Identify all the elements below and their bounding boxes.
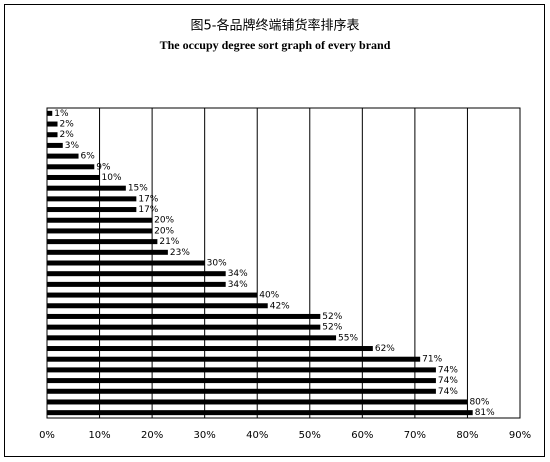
bar — [47, 313, 321, 319]
bar — [47, 271, 226, 277]
value-label: 74% — [438, 365, 458, 375]
value-label: 30% — [207, 259, 227, 269]
bar — [47, 207, 137, 213]
bar — [47, 196, 137, 202]
bar — [47, 132, 58, 138]
value-label: 2% — [60, 130, 75, 140]
value-label: 15% — [128, 184, 148, 194]
x-tick-label: 0% — [39, 430, 55, 441]
bar — [47, 153, 79, 159]
bar — [47, 164, 95, 170]
bar — [47, 378, 436, 384]
value-label: 23% — [170, 248, 190, 258]
value-label: 20% — [154, 216, 174, 226]
bar — [47, 281, 226, 287]
x-tick-label: 20% — [141, 430, 163, 441]
value-label: 21% — [159, 237, 179, 247]
bar — [47, 356, 421, 362]
value-label: 2% — [60, 120, 75, 130]
value-label: 17% — [138, 205, 158, 215]
bar — [47, 324, 321, 330]
bar — [47, 335, 337, 341]
value-label: 52% — [322, 312, 342, 322]
value-label: 62% — [375, 344, 395, 354]
value-label: 9% — [96, 162, 111, 172]
x-tick-label: 10% — [88, 430, 110, 441]
value-label: 34% — [228, 269, 248, 279]
bar — [47, 185, 126, 191]
chart-subtitle: The occupy degree sort graph of every br… — [160, 38, 391, 52]
value-label: 20% — [154, 226, 174, 236]
value-label: 6% — [81, 152, 96, 162]
value-label: 71% — [422, 355, 442, 365]
value-label: 81% — [475, 408, 495, 418]
value-label: 40% — [259, 291, 279, 301]
value-label: 10% — [102, 173, 122, 183]
bar — [47, 249, 168, 255]
bar — [47, 399, 468, 405]
value-label: 3% — [65, 141, 80, 151]
bar — [47, 174, 100, 180]
value-label: 1% — [54, 109, 69, 119]
bar — [47, 121, 58, 127]
bar — [47, 388, 436, 394]
bar — [47, 239, 158, 245]
bar — [47, 303, 268, 309]
chart-title: 图5-各品牌终端铺货率排序表 — [191, 18, 360, 34]
bar — [47, 142, 63, 148]
value-label: 74% — [438, 387, 458, 397]
bar — [47, 367, 436, 373]
value-label: 55% — [338, 333, 358, 343]
bar — [47, 346, 373, 352]
x-tick-label: 70% — [404, 430, 426, 441]
bar — [47, 228, 153, 234]
bar — [47, 260, 205, 266]
bar — [47, 292, 258, 298]
value-label: 74% — [438, 376, 458, 386]
value-label: 52% — [322, 323, 342, 333]
value-label: 80% — [469, 397, 489, 407]
x-tick-label: 80% — [456, 430, 478, 441]
value-label: 17% — [138, 194, 158, 204]
x-tick-label: 60% — [351, 430, 373, 441]
value-label: 42% — [270, 301, 290, 311]
bar — [47, 110, 53, 116]
x-tick-label: 50% — [299, 430, 321, 441]
x-tick-label: 40% — [246, 430, 268, 441]
x-tick-label: 30% — [194, 430, 216, 441]
x-tick-label: 90% — [509, 430, 531, 441]
value-label: 34% — [228, 280, 248, 290]
bar — [47, 410, 473, 416]
bar — [47, 217, 153, 223]
